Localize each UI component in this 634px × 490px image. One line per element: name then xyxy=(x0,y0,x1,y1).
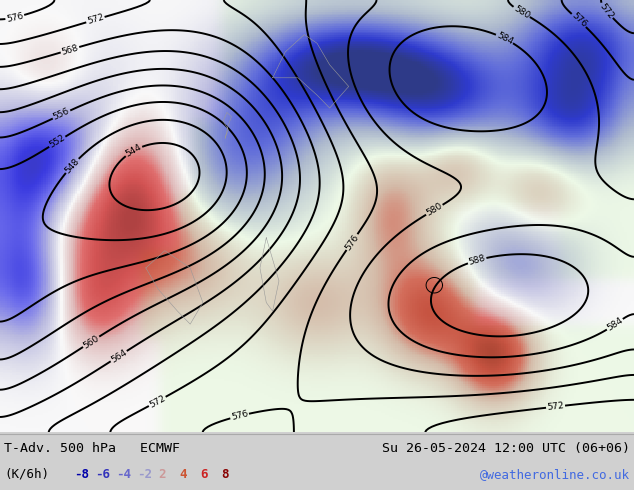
Text: 576: 576 xyxy=(230,410,249,422)
Text: 576: 576 xyxy=(6,11,24,24)
Text: -8: -8 xyxy=(74,467,89,481)
Text: 8: 8 xyxy=(221,467,228,481)
Text: 580: 580 xyxy=(512,4,531,21)
Text: 576: 576 xyxy=(569,11,588,29)
Text: 544: 544 xyxy=(124,143,143,159)
Text: 588: 588 xyxy=(467,254,487,267)
Text: 560: 560 xyxy=(81,333,101,350)
Text: 584: 584 xyxy=(495,31,514,47)
Text: 572: 572 xyxy=(86,13,105,26)
Text: @weatheronline.co.uk: @weatheronline.co.uk xyxy=(480,467,630,481)
Text: 576: 576 xyxy=(344,232,361,252)
Text: (K/6h): (K/6h) xyxy=(4,467,49,481)
Text: 584: 584 xyxy=(605,316,624,333)
Text: 572: 572 xyxy=(598,1,615,21)
Text: 2: 2 xyxy=(158,467,165,481)
Text: -2: -2 xyxy=(137,467,152,481)
Text: 572: 572 xyxy=(148,393,167,410)
Text: 564: 564 xyxy=(109,348,128,365)
Text: 572: 572 xyxy=(547,401,564,412)
Text: 548: 548 xyxy=(63,156,81,175)
Text: 4: 4 xyxy=(179,467,186,481)
Text: 552: 552 xyxy=(48,133,67,150)
Text: 6: 6 xyxy=(200,467,207,481)
Text: 556: 556 xyxy=(52,107,71,122)
Text: T-Adv. 500 hPa   ECMWF: T-Adv. 500 hPa ECMWF xyxy=(4,441,180,455)
Text: Su 26-05-2024 12:00 UTC (06+06): Su 26-05-2024 12:00 UTC (06+06) xyxy=(382,441,630,455)
Text: 568: 568 xyxy=(60,43,79,56)
Text: -6: -6 xyxy=(95,467,110,481)
Text: 580: 580 xyxy=(425,201,444,218)
Text: -4: -4 xyxy=(116,467,131,481)
